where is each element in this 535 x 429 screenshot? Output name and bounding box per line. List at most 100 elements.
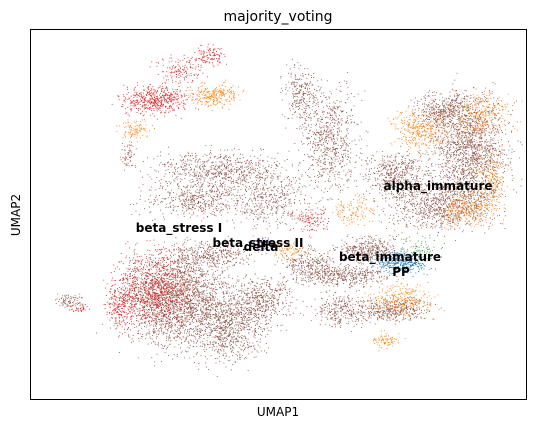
cell-point bbox=[420, 125, 421, 127]
cell-point bbox=[472, 163, 474, 165]
cell-point bbox=[454, 154, 455, 156]
cell-point bbox=[454, 107, 456, 108]
cell-point bbox=[491, 138, 493, 140]
cell-point bbox=[442, 221, 444, 222]
cell-point bbox=[471, 131, 473, 133]
cell-point bbox=[409, 269, 411, 271]
cell-point bbox=[380, 261, 382, 263]
cell-point bbox=[493, 127, 495, 129]
cell-point bbox=[412, 114, 414, 116]
cell-point bbox=[485, 176, 486, 178]
cell-point bbox=[424, 111, 426, 113]
cell-point bbox=[477, 111, 479, 113]
cell-point bbox=[441, 205, 443, 206]
cell-point bbox=[481, 167, 483, 169]
cell-point bbox=[482, 132, 484, 134]
cell-point bbox=[489, 117, 491, 119]
cell-point bbox=[496, 166, 498, 168]
cell-point bbox=[400, 192, 401, 194]
cell-point bbox=[419, 166, 421, 168]
cell-point bbox=[422, 134, 424, 136]
cell-point bbox=[442, 140, 444, 142]
cell-point bbox=[427, 194, 429, 196]
cell-point bbox=[457, 181, 459, 183]
cell-point bbox=[388, 204, 390, 206]
cell-point bbox=[463, 146, 464, 148]
cell-point bbox=[440, 225, 442, 227]
cell-point bbox=[371, 246, 373, 248]
cell-point bbox=[417, 193, 419, 195]
cell-point bbox=[429, 125, 430, 127]
cell-point bbox=[418, 220, 420, 221]
cell-point bbox=[491, 211, 492, 213]
cell-point bbox=[416, 210, 418, 212]
cell-point bbox=[417, 134, 419, 136]
cell-point bbox=[412, 183, 414, 185]
cell-point bbox=[439, 219, 441, 220]
cell-point bbox=[457, 205, 459, 206]
cell-point bbox=[440, 185, 442, 187]
cell-point bbox=[439, 164, 441, 165]
cell-point bbox=[382, 165, 384, 167]
cell-point bbox=[432, 203, 434, 205]
cell-point bbox=[495, 131, 497, 133]
cell-point bbox=[394, 256, 396, 258]
cell-point bbox=[497, 177, 499, 179]
cell-point bbox=[475, 180, 477, 181]
cell-point bbox=[458, 138, 460, 140]
cell-point bbox=[379, 240, 381, 242]
cell-point bbox=[388, 185, 390, 187]
cell-point bbox=[421, 206, 423, 208]
cell-point bbox=[495, 150, 497, 152]
cell-point bbox=[453, 185, 454, 186]
cell-point bbox=[490, 197, 492, 198]
cell-point bbox=[436, 139, 438, 141]
cell-point bbox=[504, 215, 506, 217]
cell-point bbox=[489, 205, 491, 206]
cell-point bbox=[482, 158, 484, 160]
cell-point bbox=[491, 158, 493, 160]
cell-point bbox=[457, 179, 459, 180]
cell-point bbox=[430, 111, 431, 113]
cell-point bbox=[458, 164, 460, 166]
cell-point bbox=[443, 199, 445, 201]
cell-point bbox=[422, 115, 424, 116]
cell-point bbox=[446, 210, 448, 212]
cell-point bbox=[389, 265, 391, 266]
cell-point bbox=[491, 153, 493, 155]
cell-point bbox=[454, 191, 455, 193]
cell-point bbox=[425, 203, 427, 204]
cell-point bbox=[441, 187, 443, 189]
cell-point bbox=[385, 259, 387, 261]
cell-point bbox=[425, 98, 426, 100]
cell-point bbox=[445, 163, 447, 165]
cell-point bbox=[478, 127, 480, 129]
cell-point bbox=[419, 136, 421, 137]
cell-point bbox=[466, 209, 468, 211]
cell-point bbox=[482, 196, 484, 198]
cell-point bbox=[447, 222, 449, 224]
cell-point bbox=[369, 259, 371, 261]
cell-point bbox=[393, 196, 394, 198]
cell-point bbox=[456, 212, 458, 214]
cell-point bbox=[453, 170, 454, 172]
cell-point bbox=[444, 175, 446, 176]
cell-point bbox=[404, 205, 406, 207]
cell-point bbox=[401, 119, 403, 121]
cell-point bbox=[490, 217, 491, 219]
cell-point bbox=[456, 206, 458, 208]
cell-point bbox=[471, 155, 473, 157]
cell-point bbox=[372, 241, 374, 242]
cell-point bbox=[435, 209, 437, 211]
cell-point bbox=[405, 110, 407, 112]
cell-point bbox=[425, 224, 427, 226]
cell-point bbox=[450, 102, 451, 103]
cell-point bbox=[368, 173, 369, 175]
cell-point bbox=[435, 127, 437, 128]
cell-point bbox=[415, 212, 417, 214]
cell-point bbox=[462, 183, 464, 185]
cell-point bbox=[446, 104, 448, 106]
cell-point bbox=[462, 141, 464, 143]
cell-point bbox=[487, 204, 489, 205]
cell-point bbox=[448, 160, 450, 161]
